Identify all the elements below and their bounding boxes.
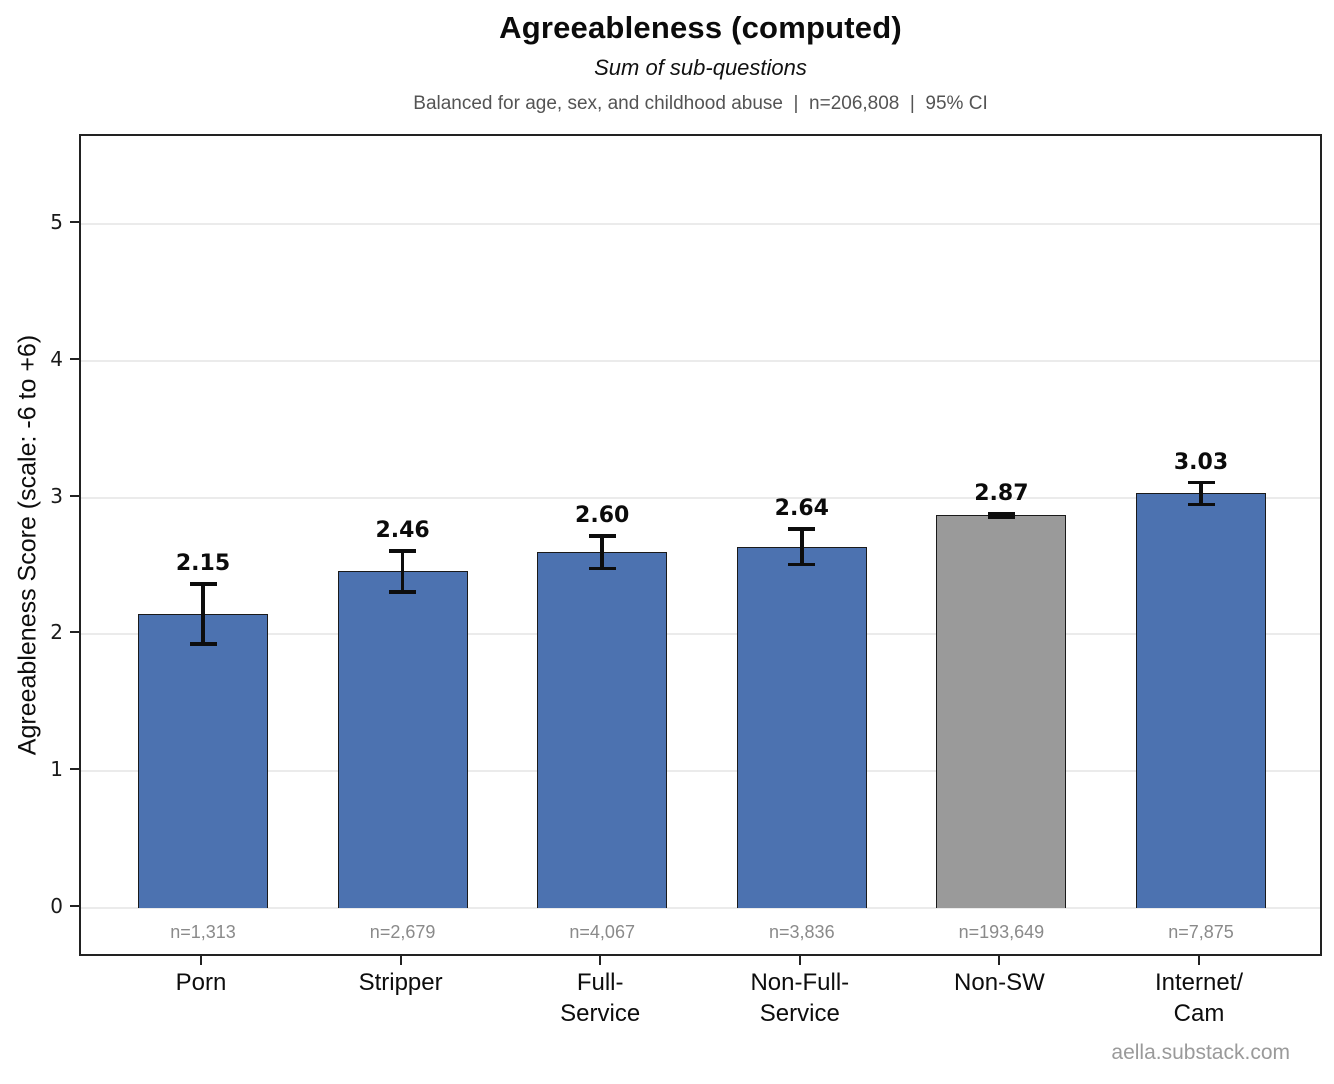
error-bar-line bbox=[600, 535, 604, 569]
gridline bbox=[81, 359, 1320, 362]
bar-n-label: n=7,875 bbox=[1168, 922, 1234, 942]
y-tick-label: 2 bbox=[50, 620, 63, 645]
gridline bbox=[81, 223, 1320, 225]
chart-note: Balanced for age, sex, and childhood abu… bbox=[413, 93, 988, 114]
y-tick bbox=[70, 905, 79, 907]
bar-value-label: 2.46 bbox=[375, 517, 430, 543]
gridline bbox=[81, 907, 1320, 909]
bar-value-label: 2.87 bbox=[974, 481, 1029, 507]
error-bar-cap-top bbox=[189, 582, 217, 586]
y-tick bbox=[70, 221, 79, 223]
error-bar-line bbox=[201, 583, 205, 644]
x-tick bbox=[200, 956, 202, 965]
x-tick bbox=[998, 956, 1001, 965]
watermark: aella.substack.com bbox=[1111, 1041, 1290, 1064]
gridline bbox=[81, 633, 1320, 636]
error-bar-cap-top bbox=[1187, 480, 1215, 485]
x-category-label: Stripper bbox=[358, 969, 443, 996]
y-tick-label: 3 bbox=[50, 483, 63, 508]
bar bbox=[936, 515, 1067, 908]
x-category-label: Non-Full- Service bbox=[750, 969, 850, 1027]
error-bar-line bbox=[400, 550, 405, 592]
bar-n-label: n=4,067 bbox=[569, 922, 635, 942]
y-tick bbox=[70, 631, 79, 634]
error-bar-line bbox=[800, 529, 804, 565]
error-bar-cap-top bbox=[389, 549, 417, 553]
y-tick-label: 0 bbox=[50, 894, 63, 918]
bar-value-label: 2.60 bbox=[575, 502, 630, 528]
error-bar-line bbox=[1199, 482, 1203, 505]
gridline bbox=[81, 770, 1320, 773]
x-category-label: Full- Service bbox=[560, 969, 641, 1027]
bar bbox=[337, 571, 468, 908]
bar-n-label: n=3,836 bbox=[769, 922, 835, 942]
y-tick bbox=[70, 357, 79, 360]
error-bar-cap-bottom bbox=[987, 515, 1015, 519]
plot-area: 2.15 n=1,313 2.46 n=2,679 2.60 n=4,067 2.64 n=3… bbox=[79, 134, 1322, 956]
y-tick-label: 4 bbox=[50, 346, 63, 371]
y-axis-label: Agreeableness Score (scale: -6 to +6) bbox=[13, 334, 42, 756]
chart-title: Agreeableness (computed) bbox=[499, 10, 902, 45]
bar-n-label: n=2,679 bbox=[369, 922, 436, 942]
bar bbox=[537, 552, 668, 908]
bar-value-label: 3.03 bbox=[1173, 449, 1229, 475]
bar bbox=[138, 613, 268, 908]
error-bar-cap-top bbox=[987, 512, 1015, 516]
error-bar-cap-top bbox=[788, 527, 816, 531]
y-tick bbox=[70, 494, 79, 497]
bar-n-label: n=1,313 bbox=[170, 922, 236, 942]
x-tick bbox=[1198, 956, 1200, 965]
error-bar-cap-top bbox=[588, 534, 616, 538]
error-bar-cap-bottom bbox=[389, 590, 417, 594]
chart-header: Agreeableness (computed) Sum of sub-ques… bbox=[79, 0, 1322, 115]
x-tick bbox=[798, 956, 801, 965]
error-bar-cap-bottom bbox=[588, 566, 616, 571]
chart-subtitle: Sum of sub-questions bbox=[594, 55, 807, 80]
x-category-label: Porn bbox=[175, 969, 227, 996]
bar-n-label: n=193,649 bbox=[958, 922, 1045, 942]
gridline bbox=[81, 496, 1320, 499]
x-tick bbox=[599, 956, 602, 965]
x-category-label: Internet/ Cam bbox=[1154, 969, 1244, 1027]
y-tick-label: 5 bbox=[50, 210, 63, 234]
x-category-label: Non-SW bbox=[954, 969, 1045, 996]
y-tick bbox=[70, 768, 79, 771]
bar-value-label: 2.15 bbox=[175, 550, 231, 576]
bar bbox=[1136, 493, 1266, 908]
error-bar-cap-bottom bbox=[788, 562, 816, 567]
bar bbox=[736, 546, 867, 908]
error-bar-cap-bottom bbox=[189, 642, 217, 646]
bar-value-label: 2.64 bbox=[774, 496, 829, 522]
y-tick-label: 1 bbox=[50, 757, 63, 782]
x-tick bbox=[399, 956, 402, 965]
error-bar-cap-bottom bbox=[1187, 502, 1215, 507]
